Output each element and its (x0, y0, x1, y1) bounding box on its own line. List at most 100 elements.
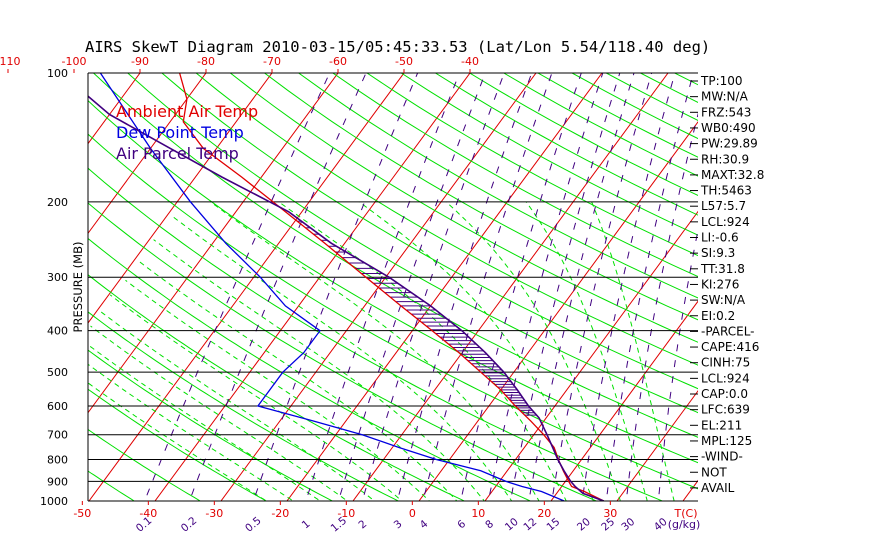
top-temp-tick-label: -70 (263, 55, 281, 68)
bottom-temp-tick-label: 20 (537, 507, 551, 520)
moist-adiabat-line (211, 202, 545, 510)
pressure-tick-label-700: 700 (47, 429, 68, 442)
mixing-ratio-line (303, 73, 459, 510)
mixing-ratio-tick-label: 0.2 (179, 515, 200, 535)
top-temp-tick-label: -110 (0, 55, 20, 68)
stat-item: FRZ:543 (701, 105, 751, 119)
stat-item: LCL:924 (701, 371, 750, 385)
dry-adiabat-line (230, 73, 870, 510)
moist-adiabat-line (126, 280, 439, 510)
pressure-tick-label-900: 900 (47, 475, 68, 488)
isotherm-line (742, 63, 870, 510)
pressure-tick-label-600: 600 (47, 400, 68, 413)
top-temp-tick-label: -80 (197, 55, 215, 68)
stat-item: RH:30.9 (701, 152, 749, 166)
stat-item: TP:100 (700, 74, 743, 88)
dry-adiabat-line (0, 73, 15, 510)
stat-item: LCL:924 (701, 215, 750, 229)
stat-item: MPL:125 (701, 434, 752, 448)
pressure-tick-label-200: 200 (47, 196, 68, 209)
stat-item: PW:29.89 (701, 137, 758, 151)
top-temp-tick-label: -40 (461, 55, 479, 68)
mixing-ratio-line (605, 73, 693, 510)
mixing-ratio-tick-label: 8 (483, 518, 496, 531)
stat-item: AVAIL (701, 481, 735, 495)
stat-item: EI:0.2 (701, 309, 735, 323)
mixing-ratio-line (625, 73, 708, 510)
top-temp-tick-label: -60 (329, 55, 347, 68)
dry-adiabat-line (0, 73, 82, 510)
top-temp-tick-label: -100 (62, 55, 87, 68)
dry-adiabat-line (811, 73, 870, 510)
mixing-ratio-line (509, 73, 620, 510)
legend-ambient-air-temp: Ambient Air Temp (116, 102, 258, 121)
bottom-temp-tick-label: -30 (205, 507, 223, 520)
legend-dew-point-temp: Dew Point Temp (116, 123, 244, 142)
pressure-tick-label-1000: 1000 (40, 495, 68, 508)
mixing-ratio-tick-label: 10 (503, 516, 521, 534)
mixing-ratio-tick-label: 2 (356, 518, 369, 531)
bottom-temp-tick-label: -50 (73, 507, 91, 520)
pressure-tick-label-400: 400 (47, 325, 68, 338)
top-temp-tick-label: -50 (395, 55, 413, 68)
legend-air-parcel-temp: Air Parcel Temp (116, 144, 239, 163)
isotherm-line (0, 63, 81, 510)
pressure-tick-label-100: 100 (47, 67, 68, 80)
pressure-tick-label-300: 300 (47, 271, 68, 284)
dry-adiabat-line (846, 73, 870, 510)
stat-item: EL:211 (701, 418, 742, 432)
mixing-ratio-tick-label: 4 (418, 518, 431, 532)
stat-item: CINH:75 (701, 356, 750, 370)
bottom-temp-tick-label: -20 (271, 507, 289, 520)
mixing-ratio-unit-label: (g/kg) (668, 518, 701, 531)
mixing-ratio-line (250, 73, 417, 510)
moist-adiabat-line (70, 351, 307, 511)
moist-adiabat-line (359, 202, 597, 510)
stat-item: CAPE:416 (701, 340, 759, 354)
stat-item: L57:5.7 (701, 199, 746, 213)
isotherm-line (280, 63, 609, 510)
stat-item: TT:31.8 (700, 262, 745, 276)
moist-adiabat-line (279, 202, 571, 510)
isotherm-line (478, 63, 807, 510)
moist-adiabat-line (139, 261, 466, 510)
chart-title: AIRS SkewT Diagram 2010-03-15/05:45:33.5… (85, 38, 710, 56)
dry-adiabat-line (743, 73, 870, 510)
stat-item: LI:-0.6 (701, 231, 739, 245)
legend: Ambient Air Temp Dew Point Temp Air Parc… (116, 102, 258, 163)
mixing-ratio-line (395, 73, 532, 510)
stat-item: NOT (701, 465, 727, 479)
stat-item: SW:N/A (701, 293, 746, 307)
pressure-tick-label-500: 500 (47, 366, 68, 379)
moist-adiabat-line (592, 202, 677, 510)
stat-item: WB0:490 (701, 121, 756, 135)
mixing-ratio-line (360, 73, 504, 510)
skewt-svg: AIRS SkewT Diagram 2010-03-15/05:45:33.5… (0, 0, 870, 560)
bottom-temp-tick-label: 0 (409, 507, 416, 520)
moist-adiabat-line (100, 311, 386, 510)
mixing-ratio-tick-label: 6 (455, 518, 468, 532)
mixing-ratio-line (527, 73, 634, 510)
dry-adiabat-line (162, 73, 870, 510)
mixing-ratio-tick-label: 0.5 (243, 515, 264, 535)
skewt-chart: AIRS SkewT Diagram 2010-03-15/05:45:33.5… (0, 0, 870, 560)
dry-adiabat-line (504, 73, 870, 510)
dry-adiabat-line (777, 73, 870, 510)
stat-item: SI:9.3 (701, 246, 735, 260)
mixing-ratio-tick-label: 20 (575, 516, 593, 534)
stat-item: CAP:0.0 (701, 387, 748, 401)
isotherm-line (0, 63, 15, 510)
top-temp-tick-label: -90 (131, 55, 149, 68)
moist-adiabat-line (91, 326, 360, 510)
stat-item: MAXT:32.8 (701, 168, 764, 182)
stat-item: -WIND- (701, 450, 743, 464)
dry-adiabat-line (0, 73, 684, 510)
mixing-ratio-tick-label: 3 (392, 518, 405, 531)
bottom-temp-tick-label: 10 (471, 507, 485, 520)
stat-item: LFC:639 (701, 403, 750, 417)
y-axis-label: PRESSURE (MB) (71, 242, 85, 333)
mixing-ratio-tick-label: 30 (619, 516, 637, 534)
pressure-tick-label-800: 800 (47, 454, 68, 467)
stat-item: TH:5463 (700, 184, 752, 198)
